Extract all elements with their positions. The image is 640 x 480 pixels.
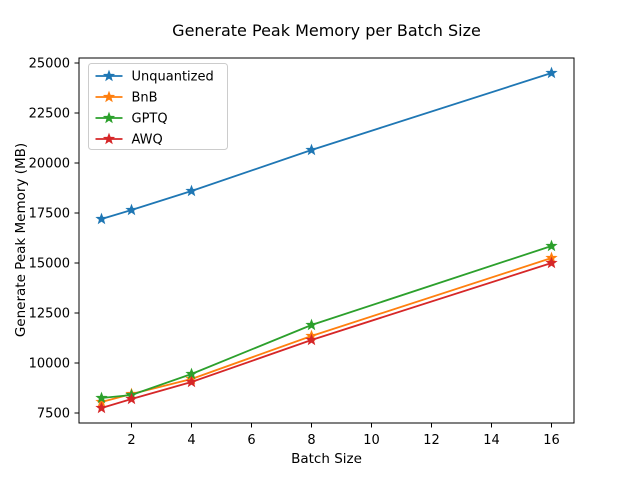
- series-marker-unquantized: [125, 203, 138, 216]
- series-marker-gptq: [95, 391, 108, 404]
- x-tick-label: 14: [483, 433, 500, 448]
- y-tick-label: 22500: [29, 107, 70, 122]
- x-tick-label: 8: [307, 433, 315, 448]
- x-tick-label: 4: [187, 433, 195, 448]
- x-tick-label: 6: [247, 433, 255, 448]
- series-marker-unquantized: [185, 184, 198, 197]
- y-tick-label: 10000: [29, 357, 70, 372]
- legend-label-awq: AWQ: [132, 133, 163, 148]
- legend-marker-bnb: [102, 90, 116, 103]
- x-tick-label: 16: [543, 433, 560, 448]
- y-tick-label: 20000: [29, 157, 70, 172]
- x-axis-label: Batch Size: [291, 451, 362, 467]
- legend-box: [88, 63, 228, 150]
- legend-marker-gptq: [102, 111, 116, 124]
- y-tick-label: 7500: [37, 407, 70, 422]
- series-marker-unquantized: [305, 143, 318, 156]
- y-tick-label: 17500: [29, 207, 70, 222]
- series-marker-gptq: [305, 318, 318, 331]
- series-marker-gptq: [545, 239, 558, 252]
- legend-marker-unquantized: [102, 69, 116, 82]
- series-marker-unquantized: [95, 212, 108, 225]
- x-tick-label: 2: [127, 433, 135, 448]
- series-marker-awq: [545, 256, 558, 269]
- series-marker-unquantized: [545, 66, 558, 79]
- y-tick-label: 12500: [29, 307, 70, 322]
- series-marker-awq: [95, 401, 108, 414]
- legend-label-gptq: GPTQ: [132, 112, 168, 127]
- x-tick-label: 12: [423, 433, 440, 448]
- series-marker-awq: [125, 392, 138, 405]
- series-line-awq: [101, 262, 552, 409]
- series-line-gptq: [101, 245, 552, 399]
- y-axis-label: Generate Peak Memory (MB): [13, 142, 29, 338]
- y-tick-label: 15000: [29, 257, 70, 272]
- legend-label-unquantized: Unquantized: [132, 70, 214, 85]
- plot-border: [78, 57, 575, 424]
- x-tick-label: 10: [363, 433, 380, 448]
- series-marker-awq: [305, 333, 318, 346]
- chart-title: Generate Peak Memory per Batch Size: [172, 21, 481, 40]
- series-marker-awq: [185, 375, 198, 388]
- legend-label-bnb: BnB: [132, 91, 158, 106]
- legend-marker-awq: [102, 132, 116, 145]
- y-tick-label: 25000: [29, 57, 70, 72]
- series-line-bnb: [101, 257, 552, 403]
